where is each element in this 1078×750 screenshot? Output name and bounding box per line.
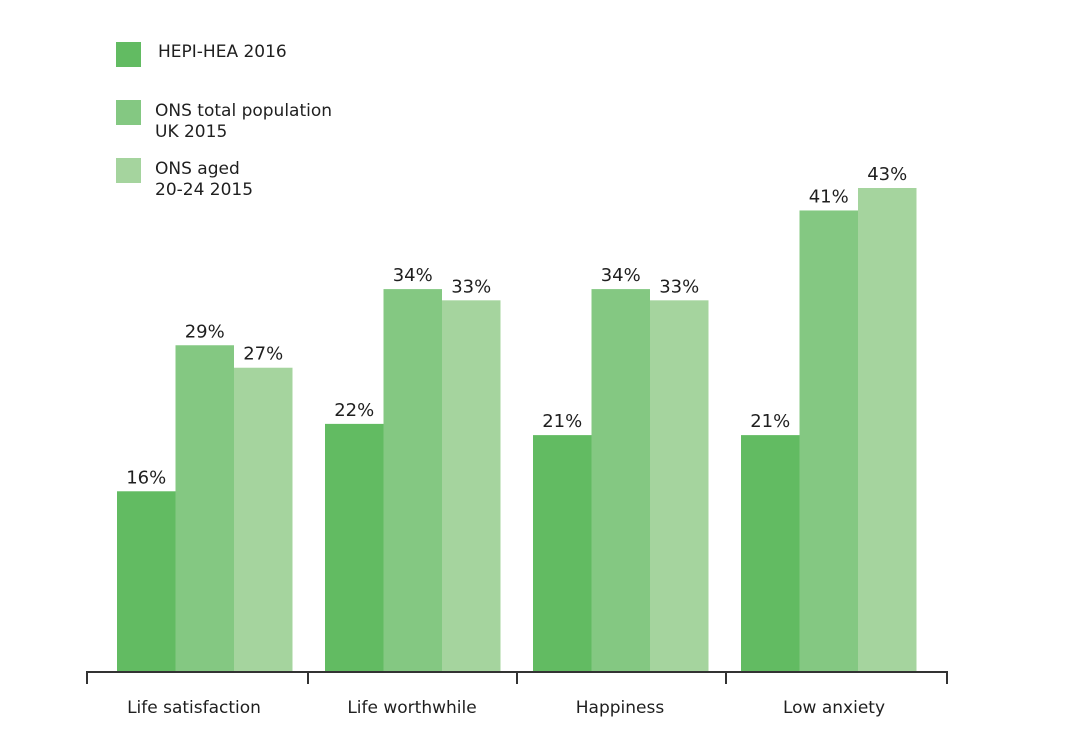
bar [741, 435, 800, 671]
data-label: 29% [185, 321, 225, 342]
bar [442, 300, 501, 671]
bar [175, 345, 234, 671]
bar [533, 435, 592, 671]
bar [650, 300, 709, 671]
x-tick-label: Low anxiety [783, 698, 885, 718]
data-label: 21% [542, 411, 582, 432]
bar [858, 188, 917, 671]
x-tick-label: Life satisfaction [127, 698, 261, 718]
legend-item: HEPI-HEA 2016 [116, 42, 287, 67]
data-label: 34% [393, 265, 433, 286]
data-label: 43% [867, 164, 907, 185]
bar [325, 423, 384, 671]
bar [117, 491, 176, 671]
bar [383, 289, 442, 671]
legend-label: HEPI-HEA 2016 [158, 42, 287, 62]
value-labels: 16% 29% 27% 22% 34% 33% 21% 34% 33% 21% 41% 43% [126, 164, 907, 488]
x-axis: Life satisfaction Life worthwhile Happines… [86, 671, 948, 718]
data-label: 34% [601, 265, 641, 286]
legend-swatch [116, 100, 141, 125]
data-label: 22% [334, 400, 374, 421]
data-label: 33% [451, 276, 491, 297]
bar [799, 210, 858, 671]
legend-swatch [116, 158, 141, 183]
x-tick-label: Life worthwhile [347, 698, 476, 718]
legend-label: UK 2015 [155, 122, 227, 142]
data-label: 27% [243, 344, 283, 365]
data-label: 41% [809, 186, 849, 207]
legend-label: ONS total population [155, 101, 332, 121]
bar [234, 367, 293, 671]
data-label: 21% [750, 411, 790, 432]
legend-label: ONS aged [155, 159, 240, 179]
legend-label: 20-24 2015 [155, 180, 253, 200]
x-tick-label: Happiness [576, 698, 665, 718]
bar [591, 289, 650, 671]
data-label: 33% [659, 276, 699, 297]
legend-swatch [116, 42, 141, 67]
data-label: 16% [126, 467, 166, 488]
bars [117, 188, 917, 671]
